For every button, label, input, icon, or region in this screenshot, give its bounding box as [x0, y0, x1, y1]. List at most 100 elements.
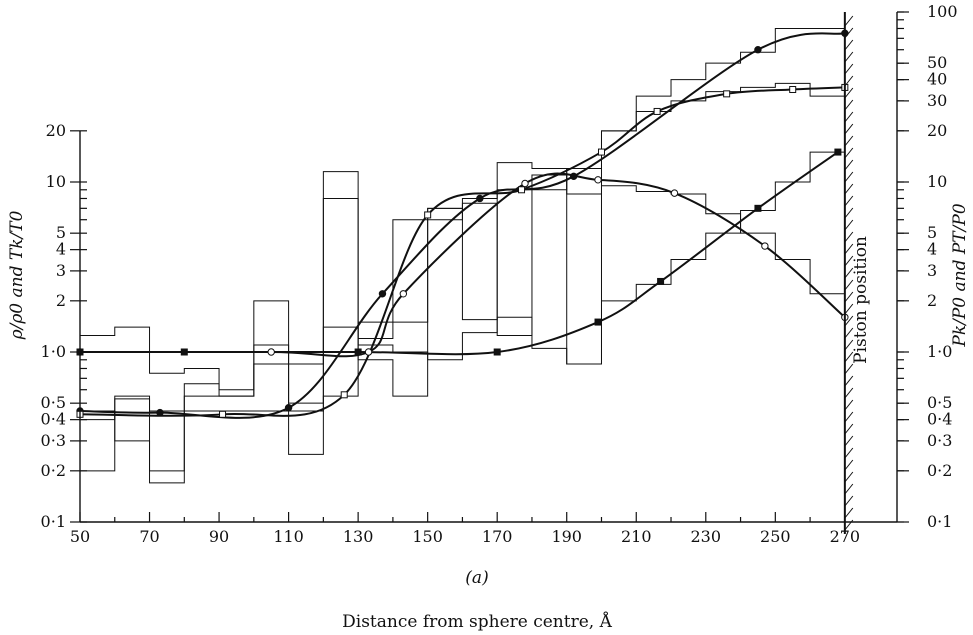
piston-hatch	[844, 459, 854, 471]
x-tick-label-210: 210	[621, 527, 652, 546]
piston-hatch	[844, 243, 854, 255]
right-y-tick-label-3: 3	[927, 261, 937, 280]
piston-hatch	[844, 147, 854, 159]
piston-hatch	[844, 519, 854, 531]
left-y-tick-label-1: 1·0	[41, 342, 66, 361]
piston-hatch	[844, 135, 854, 147]
piston-hatch	[844, 255, 854, 267]
x-tick-label-250: 250	[760, 527, 791, 546]
left-y-tick-label-0.1: 0·1	[41, 512, 66, 531]
piston-hatch	[844, 87, 854, 99]
piston-hatch	[844, 339, 854, 351]
piston-hatch	[844, 15, 854, 27]
right-y-tick-label-5: 5	[927, 223, 937, 242]
left-y-tick-label-20: 20	[46, 121, 66, 140]
piston-hatch	[844, 195, 854, 207]
curves	[79, 32, 846, 419]
marker-filled-circle-6	[754, 46, 762, 54]
marker-open-circle-4	[521, 179, 529, 188]
right-y-tick-label-1: 1·0	[927, 342, 952, 361]
left-y-tick-label-0.3: 0·3	[41, 431, 66, 450]
marker-open-circle-6	[670, 189, 679, 197]
piston-hatch	[844, 399, 854, 411]
piston-hatch	[844, 207, 854, 219]
right-y-tick-label-10: 10	[927, 172, 947, 191]
piston-hatch	[844, 435, 854, 447]
marker-filled-square-5	[657, 277, 665, 285]
piston-hatch	[844, 351, 854, 363]
piston-hatch	[844, 267, 854, 279]
marker-open-square-4	[518, 186, 526, 194]
x-tick-label-230: 230	[691, 527, 722, 546]
piston-hatch	[844, 315, 854, 327]
marker-filled-square-1	[180, 348, 188, 356]
piston-hatch	[844, 123, 854, 135]
piston-hatch	[844, 27, 854, 39]
x-tick-label-50: 50	[70, 527, 90, 546]
piston-hatch	[844, 423, 854, 435]
left-y-tick-label-5: 5	[56, 223, 66, 242]
piston-hatch	[844, 303, 854, 315]
curve-open-square	[79, 86, 845, 417]
left-y-tick-label-0.5: 0·5	[41, 393, 66, 412]
right-y-tick-label-4: 4	[927, 240, 937, 259]
marker-open-circle-1	[267, 348, 275, 356]
labels: (a) Distance from sphere centre, Å ρ/ρ0 …	[7, 203, 970, 632]
piston-hatch	[844, 219, 854, 231]
x-tick-label-70: 70	[139, 527, 159, 546]
x-tick-label-190: 190	[551, 527, 582, 546]
left-y-axis-label: ρ/ρ0 and Tk/T0	[7, 210, 27, 340]
left-y-tick-label-2: 2	[56, 291, 66, 310]
piston-hatch	[844, 279, 854, 291]
left-y-tick-label-4: 4	[56, 240, 66, 259]
marker-open-circle-3	[399, 290, 408, 298]
right-y-tick-label-100: 100	[927, 2, 958, 21]
marker-open-circle-2	[364, 348, 373, 356]
x-axis-label: Distance from sphere centre, Å	[342, 611, 612, 632]
caption: (a)	[465, 568, 488, 588]
curve-filled-square	[79, 151, 839, 356]
marker-open-square-6	[653, 107, 661, 115]
histogram-2	[80, 151, 845, 472]
piston-hatch	[844, 171, 854, 183]
marker-filled-circle-5	[569, 172, 578, 181]
right-y-tick-label-50: 50	[927, 53, 947, 72]
piston-hatch	[844, 483, 854, 495]
right-y-tick-label-0.1: 0·1	[927, 512, 952, 531]
piston-hatch	[844, 507, 854, 519]
marker-open-square-2	[340, 391, 348, 399]
marker-filled-square-2	[354, 348, 362, 356]
piston-hatch	[844, 231, 854, 243]
marker-filled-circle-3	[378, 290, 387, 298]
piston-hatch	[844, 387, 854, 399]
piston-hatch	[844, 411, 854, 423]
piston-hatch	[844, 291, 854, 303]
piston-hatch	[844, 447, 854, 459]
x-tick-label-150: 150	[412, 527, 443, 546]
marker-filled-square-6	[754, 204, 762, 212]
piston-hatch	[844, 183, 854, 195]
axes: 50 70 90 110 130 150 170 190 210 230 250 2700·10·20…	[41, 2, 958, 546]
marker-filled-circle-1	[156, 408, 164, 417]
left-y-tick-label-0.4: 0·4	[41, 410, 66, 429]
left-y-tick-label-3: 3	[56, 261, 66, 280]
marker-open-square-3	[424, 211, 432, 219]
marker-open-square-8	[789, 86, 797, 94]
x-tick-label-170: 170	[482, 527, 513, 546]
x-tick-label-110: 110	[273, 527, 304, 546]
marker-filled-square-4	[594, 318, 602, 326]
right-y-tick-label-2: 2	[927, 291, 937, 310]
marker-filled-circle-2	[284, 404, 293, 412]
piston-hatch	[844, 51, 854, 63]
piston-hatch	[844, 495, 854, 507]
x-tick-label-130: 130	[343, 527, 374, 546]
piston-hatch	[844, 63, 854, 75]
marker-open-circle-5	[594, 176, 602, 184]
markers	[76, 29, 849, 418]
marker-filled-circle-4	[476, 194, 484, 203]
piston-hatch	[844, 111, 854, 123]
piston-hatch	[844, 39, 854, 51]
right-y-tick-label-30: 30	[927, 91, 947, 110]
marker-open-circle-7	[761, 242, 769, 250]
